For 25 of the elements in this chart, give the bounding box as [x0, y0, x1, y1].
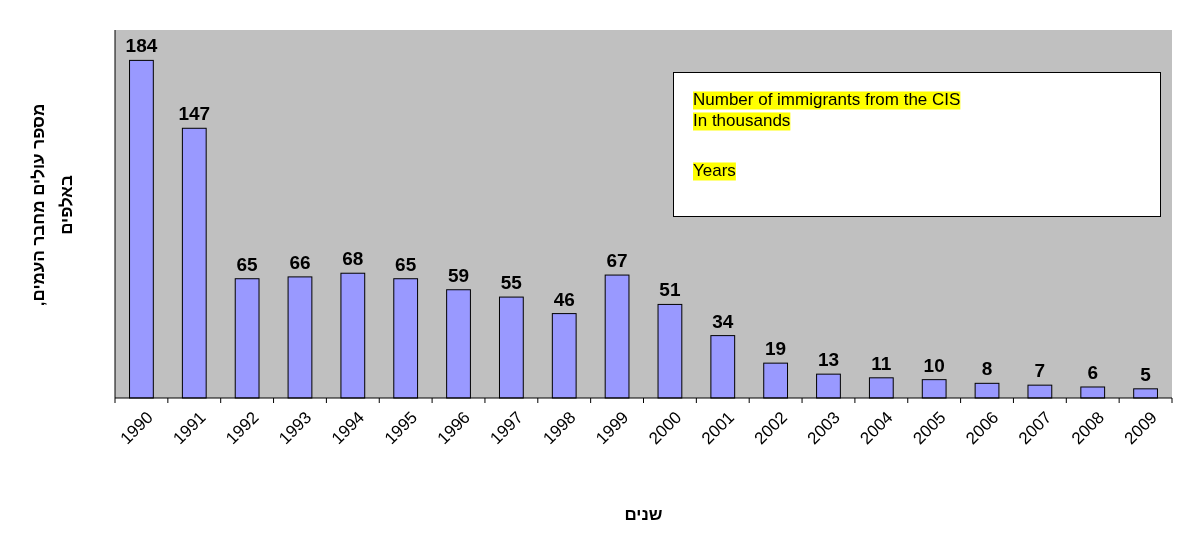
- annotation: Number of immigrants from the CIS: [693, 90, 961, 110]
- data-label: 55: [500, 272, 523, 294]
- y-axis-title: מספר עולים מחבר העמים, באלפים: [29, 103, 77, 307]
- annotation: Years: [693, 161, 736, 181]
- data-label: 8: [981, 358, 993, 380]
- data-label: 19: [765, 338, 787, 360]
- data-label: 147: [178, 103, 211, 125]
- data-label: 7: [1034, 360, 1046, 382]
- data-label: 5: [1140, 363, 1152, 385]
- data-label: 10: [923, 354, 945, 376]
- data-label: 66: [289, 251, 311, 273]
- data-label: 11: [871, 352, 892, 374]
- data-label: 65: [236, 253, 259, 275]
- data-label: 65: [395, 253, 417, 275]
- data-label: 51: [659, 279, 681, 301]
- data-label: 184: [125, 35, 158, 57]
- annotation: In thousands: [693, 111, 791, 131]
- data-label: 59: [447, 264, 470, 286]
- data-label: 46: [553, 288, 575, 310]
- data-label: 68: [342, 248, 364, 270]
- data-label: 34: [712, 310, 734, 332]
- data-label: 6: [1087, 361, 1099, 383]
- data-label: 13: [817, 349, 840, 371]
- data-label: 67: [606, 250, 628, 272]
- x-axis-title: שנים: [624, 505, 663, 524]
